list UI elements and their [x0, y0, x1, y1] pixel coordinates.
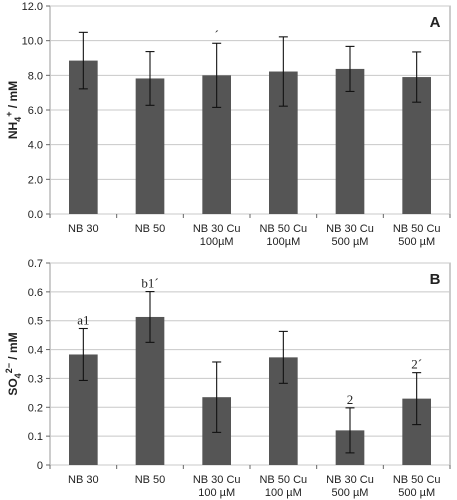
category-label: 100µM — [200, 236, 234, 248]
y-tick-label: 12.0 — [22, 1, 43, 13]
category-label: NB 30 — [68, 474, 99, 486]
category-label: NB 50 — [135, 474, 166, 486]
category-label: NB 30 Cu — [193, 474, 241, 486]
y-tick-label: 6.0 — [28, 105, 43, 117]
y-tick-label: 0.2 — [28, 402, 43, 414]
category-label: NB 30 Cu — [326, 223, 374, 235]
category-label: 500 µM — [332, 487, 369, 499]
y-tick-label: 0.1 — [28, 431, 43, 443]
category-label: NB 50 Cu — [393, 474, 441, 486]
error-bar-b-2 — [145, 291, 155, 343]
category-label: NB 30 — [68, 223, 99, 235]
y-tick-label: 0.3 — [28, 373, 43, 385]
error-bar-a-2 — [145, 51, 155, 106]
y-tick-label: 4.0 — [28, 140, 43, 152]
error-bar-b-5 — [345, 407, 355, 454]
category-label: 500 µM — [332, 236, 369, 248]
annotation-b-1: a1 — [77, 313, 89, 328]
category-label: NB 50 Cu — [259, 474, 307, 486]
category-label: NB 50 — [135, 223, 166, 235]
y-tick-label: 10.0 — [22, 36, 43, 48]
chart-panel-a: 0.0 2.0 4.0 6.0 8.0 10.0 12.0 NB 30 NB 50 ´ NB 30 … — [4, 1, 451, 248]
annotation-b-5: 2 — [347, 392, 354, 407]
y-tick-label: 0.7 — [28, 258, 43, 270]
category-label: 100µM — [266, 236, 300, 248]
chart-b-svg: 0 0.1 0.2 0.3 0.4 0.5 0.6 0.7 a1 NB 30 b1´ NB 50 NB … — [4, 258, 451, 499]
y-tick-label: 0.0 — [28, 209, 43, 221]
error-bar-a-6 — [412, 51, 422, 103]
error-bar-a-4 — [278, 36, 288, 107]
y-axis-label: NH4+ / mM — [4, 81, 23, 139]
y-axis-label: SO42− / mM — [4, 332, 23, 395]
chart-panel-b: 0 0.1 0.2 0.3 0.4 0.5 0.6 0.7 a1 NB 30 b1´ NB 50 NB … — [0, 250, 457, 500]
category-label: 100 µM — [265, 487, 302, 499]
annotation-a-3: ´ — [214, 27, 218, 42]
panel-label: B — [430, 271, 441, 288]
panel-label: A — [430, 14, 441, 31]
error-bar-b-6 — [412, 372, 422, 426]
y-tick-label: 8.0 — [28, 70, 43, 82]
bar-a-5 — [335, 68, 365, 214]
category-label: NB 50 Cu — [393, 223, 441, 235]
y-tick-label: 0.5 — [28, 316, 43, 328]
error-bar-a-1 — [78, 31, 88, 90]
plot-frame — [49, 262, 451, 466]
error-bar-b-3 — [212, 361, 222, 433]
y-tick-label: 0.4 — [28, 345, 43, 357]
error-bar-b-1 — [78, 327, 88, 381]
category-label: 500 µM — [398, 487, 435, 499]
error-bar-a-3 — [212, 42, 222, 108]
annotation-b-6: 2´ — [411, 357, 422, 372]
category-label: NB 30 Cu — [193, 223, 241, 235]
category-label: NB 30 Cu — [326, 474, 374, 486]
chart-a-svg: 0.0 2.0 4.0 6.0 8.0 10.0 12.0 NB 30 NB 50 ´ NB 30 … — [4, 1, 451, 248]
y-tick-label: 0.6 — [28, 287, 43, 299]
y-tick-label: 0 — [37, 460, 43, 472]
category-label: 100 µM — [198, 487, 235, 499]
y-tick-label: 2.0 — [28, 174, 43, 186]
category-label: NB 50 Cu — [259, 223, 307, 235]
annotation-b-2: b1´ — [141, 276, 158, 291]
error-bar-b-4 — [278, 330, 288, 384]
error-bar-a-5 — [345, 45, 355, 93]
category-label: 500 µM — [398, 236, 435, 248]
